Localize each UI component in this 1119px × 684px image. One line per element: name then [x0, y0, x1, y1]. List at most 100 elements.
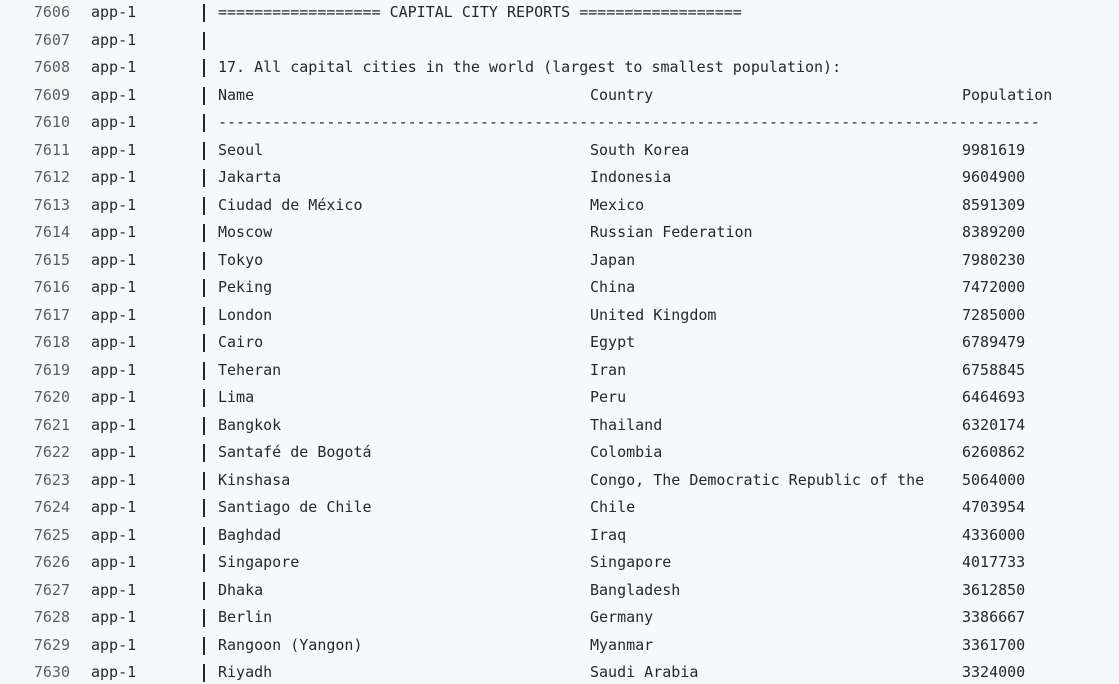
log-line: 7615 app-1 Tokyo Japan 7980230: [0, 247, 1119, 275]
log-message: ----------------------------------------…: [218, 113, 1040, 131]
line-number[interactable]: 7611: [33, 140, 70, 159]
cell-name: Singapore: [218, 553, 300, 571]
cell-country: Peru: [590, 388, 627, 406]
cell-country: China: [590, 278, 636, 296]
service-name: app-1: [91, 415, 137, 434]
cell-name: Dhaka: [218, 580, 264, 599]
line-number[interactable]: 7614: [33, 223, 70, 241]
pipe-separator: [203, 361, 205, 380]
line-number[interactable]: 7629: [33, 635, 70, 654]
line-number[interactable]: 7626: [33, 553, 70, 571]
line-number[interactable]: 7628: [33, 608, 70, 626]
line-number[interactable]: 7622: [33, 443, 70, 461]
cell-name: Baghdad: [218, 525, 282, 544]
cell-population: 9604900: [962, 168, 1026, 186]
pipe-separator: [203, 636, 205, 655]
cell-name: Jakarta: [218, 168, 282, 186]
line-number[interactable]: 7608: [33, 58, 70, 76]
pipe-separator: [203, 279, 205, 297]
cell-country: Saudi Arabia: [590, 663, 699, 681]
pipe-separator: [203, 306, 205, 325]
cell-population: 4703954: [962, 498, 1026, 516]
log-line: 7623 app-1 Kinshasa Congo, The Democratic R…: [0, 467, 1119, 495]
cell-population: 8591309: [962, 195, 1026, 214]
cell-name: Bangkok: [218, 415, 282, 434]
cell-country: Bangladesh: [590, 580, 681, 599]
line-number[interactable]: 7606: [33, 3, 70, 21]
service-name: app-1: [91, 525, 137, 544]
service-name: app-1: [91, 113, 137, 131]
line-number[interactable]: 7610: [33, 113, 70, 131]
log-line: 7619 app-1 Teheran Iran 6758845: [0, 357, 1119, 385]
line-number[interactable]: 7620: [33, 388, 70, 406]
cell-population: 6758845: [962, 360, 1026, 379]
cell-name: Rangoon (Yangon): [218, 635, 363, 654]
line-number[interactable]: 7618: [33, 333, 70, 351]
log-line: 7621 app-1 Bangkok Thailand 6320174: [0, 412, 1119, 440]
cell-country: Chile: [590, 498, 636, 516]
service-name: app-1: [91, 195, 137, 214]
log-line: 7622 app-1 Santafé de Bogotá Colombia 626086…: [0, 439, 1119, 467]
pipe-separator: [203, 581, 205, 600]
line-number[interactable]: 7617: [33, 305, 70, 324]
log-line: 7612 app-1 Jakarta Indonesia 9604900: [0, 164, 1119, 192]
log-line: 7609 app-1 Name Country Population: [0, 82, 1119, 110]
pipe-separator: [203, 499, 205, 517]
service-name: app-1: [91, 580, 137, 599]
service-name: app-1: [91, 388, 137, 406]
line-number[interactable]: 7621: [33, 415, 70, 434]
service-name: app-1: [91, 85, 137, 104]
line-number[interactable]: 7630: [33, 663, 70, 681]
cell-name: Cairo: [218, 333, 264, 351]
cell-country: Egypt: [590, 333, 636, 351]
pipe-separator: [203, 224, 205, 242]
cell-population: 7472000: [962, 278, 1026, 296]
service-name: app-1: [91, 333, 137, 351]
service-name: app-1: [91, 250, 137, 269]
cell-population: 6789479: [962, 333, 1026, 351]
service-name: app-1: [91, 663, 137, 681]
line-number[interactable]: 7612: [33, 168, 70, 186]
cell-population: 3612850: [962, 580, 1026, 599]
line-number[interactable]: 7613: [33, 195, 70, 214]
pipe-separator: [203, 4, 205, 22]
cell-population: 4017733: [962, 553, 1026, 571]
service-name: app-1: [91, 360, 137, 379]
cell-name: Riyadh: [218, 663, 273, 681]
log-message: ================== CAPITAL CITY REPORTS …: [218, 3, 742, 21]
cell-name: Teheran: [218, 360, 282, 379]
line-number[interactable]: 7609: [33, 85, 70, 104]
cell-population: 3386667: [962, 608, 1026, 626]
log-line: 7614 app-1 Moscow Russian Federation 8389200: [0, 219, 1119, 247]
service-name: app-1: [91, 470, 137, 489]
line-number[interactable]: 7627: [33, 580, 70, 599]
log-line: 7607 app-1: [0, 27, 1119, 55]
log-line: 7626 app-1 Singapore Singapore 4017733: [0, 549, 1119, 577]
cell-population: 6320174: [962, 415, 1026, 434]
line-number[interactable]: 7615: [33, 250, 70, 269]
cell-name: Moscow: [218, 223, 273, 241]
cell-population: 7285000: [962, 305, 1026, 324]
line-number[interactable]: 7624: [33, 498, 70, 516]
line-number[interactable]: 7625: [33, 525, 70, 544]
cell-country: Russian Federation: [590, 223, 753, 241]
service-name: app-1: [91, 498, 137, 516]
line-number[interactable]: 7623: [33, 470, 70, 489]
log-line: 7610 app-1 -------------------------------…: [0, 109, 1119, 137]
cell-population: 9981619: [962, 140, 1026, 159]
pipe-separator: [203, 389, 205, 407]
cell-name: Lima: [218, 388, 255, 406]
line-number[interactable]: 7619: [33, 360, 70, 379]
line-number[interactable]: 7616: [33, 278, 70, 296]
pipe-separator: [203, 31, 205, 50]
cell-name: Name: [218, 85, 255, 104]
service-name: app-1: [91, 58, 137, 76]
cell-country: Indonesia: [590, 168, 672, 186]
service-name: app-1: [91, 443, 137, 461]
line-number[interactable]: 7607: [33, 30, 70, 49]
pipe-separator: [203, 169, 205, 187]
pipe-separator: [203, 416, 205, 435]
log-line: 7629 app-1 Rangoon (Yangon) Myanmar 3361700: [0, 632, 1119, 660]
cell-country: Japan: [590, 250, 636, 269]
